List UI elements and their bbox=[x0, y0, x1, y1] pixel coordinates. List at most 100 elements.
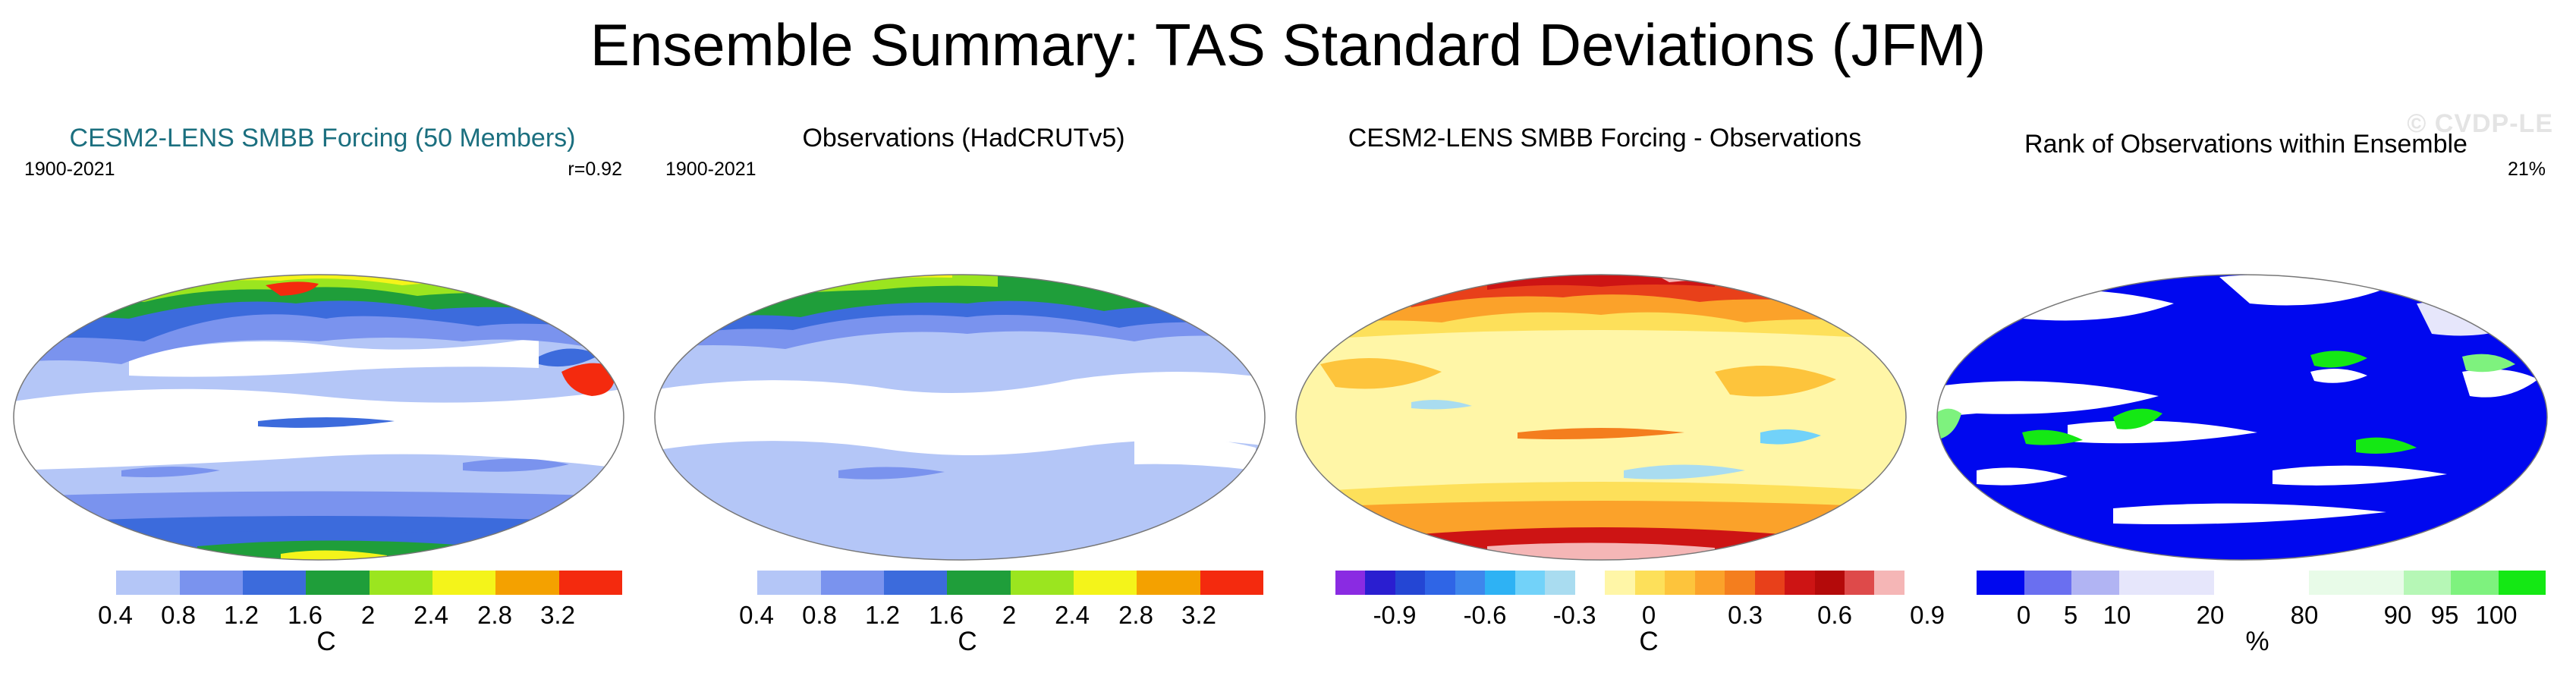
colorbar-cell bbox=[1694, 571, 1725, 595]
difference-map bbox=[1295, 274, 1907, 561]
colorbar-unit: C bbox=[958, 627, 977, 656]
colorbar-tick: 0.8 bbox=[802, 601, 837, 629]
colorbar-cell bbox=[1455, 571, 1486, 595]
colorbar-cell bbox=[883, 571, 948, 595]
colorbar-tick: 2.4 bbox=[1055, 601, 1090, 629]
colorbar-cell bbox=[1010, 571, 1074, 595]
colorbar-tick: 0.4 bbox=[739, 601, 774, 629]
colorbar-cell bbox=[1365, 571, 1395, 595]
colorbar-cell bbox=[1137, 571, 1200, 595]
colorbar-tick: 100 bbox=[2475, 601, 2518, 629]
colorbar-cell bbox=[820, 571, 884, 595]
colorbar-cell bbox=[1665, 571, 1695, 595]
watermark: © CVDP-LE bbox=[2407, 109, 2553, 138]
rank-map bbox=[1936, 274, 2548, 561]
colorbar-cell bbox=[1725, 571, 1755, 595]
colorbar-tick: 0.9 bbox=[1910, 601, 1945, 629]
colorbar-cell bbox=[757, 571, 821, 595]
colorbar-cell bbox=[694, 571, 758, 595]
colorbar-tick: 1.2 bbox=[865, 601, 900, 629]
colorbar-tick: 0 bbox=[2016, 601, 2031, 629]
colorbar-tick: 1.6 bbox=[929, 601, 964, 629]
colorbar-cell bbox=[53, 571, 117, 595]
panel-rank: © CVDP-LE Rank of Observations within En… bbox=[1931, 109, 2561, 675]
colorbar-cell bbox=[2213, 571, 2309, 595]
colorbar-cell bbox=[495, 571, 559, 595]
colorbar-tick: 80 bbox=[2290, 601, 2319, 629]
pattern-correlation: r=0.92 bbox=[568, 159, 622, 180]
colorbar-cell bbox=[2118, 571, 2214, 595]
panel-model-std: CESM2-LENS SMBB Forcing (50 Members) 190… bbox=[8, 114, 637, 675]
colorbar-tick: 2 bbox=[360, 601, 376, 629]
colorbar-cell bbox=[179, 571, 243, 595]
colorbar-cell bbox=[1425, 571, 1455, 595]
colorbar-cell bbox=[1605, 571, 1635, 595]
colorbar-cell bbox=[432, 571, 496, 595]
colorbar-tick: 3.2 bbox=[540, 601, 575, 629]
colorbar-tick: 0.6 bbox=[1817, 601, 1852, 629]
panel-title: Rank of Observations within Ensemble bbox=[2024, 130, 2467, 159]
colorbar-cell bbox=[2024, 571, 2071, 595]
colorbar-tick: 1.6 bbox=[288, 601, 322, 629]
colorbar-cell bbox=[2498, 571, 2546, 595]
colorbar-cell bbox=[1574, 571, 1606, 595]
colorbar-tick: 2.8 bbox=[1118, 601, 1153, 629]
colorbar-tick: 0 bbox=[1641, 601, 1656, 629]
colorbar-tick: 5 bbox=[2063, 601, 2078, 629]
colorbar-cell bbox=[1545, 571, 1575, 595]
colorbar-cell bbox=[1514, 571, 1546, 595]
colorbar bbox=[1977, 571, 2546, 595]
colorbar-cell bbox=[1335, 571, 1366, 595]
colorbar-cell bbox=[1844, 571, 1875, 595]
colorbar-cell bbox=[1977, 571, 2024, 595]
panel-title: Observations (HadCRUTv5) bbox=[802, 124, 1125, 152]
colorbar-tick: 2.4 bbox=[414, 601, 448, 629]
obs-std-map bbox=[654, 274, 1266, 561]
colorbar-tick: 0.3 bbox=[1728, 601, 1763, 629]
colorbar-cell bbox=[242, 571, 307, 595]
colorbar-cell bbox=[1395, 571, 1426, 595]
model-std-map bbox=[13, 274, 624, 561]
colorbar-cell bbox=[947, 571, 1011, 595]
colorbar-cell bbox=[2071, 571, 2119, 595]
colorbar-unit: C bbox=[1639, 627, 1659, 656]
colorbar-cell bbox=[1634, 571, 1665, 595]
colorbar-cell bbox=[1200, 571, 1263, 595]
colorbar-tick: 95 bbox=[2430, 601, 2459, 629]
colorbar-tick: 2.8 bbox=[477, 601, 512, 629]
panel-title: CESM2-LENS SMBB Forcing - Observations bbox=[1348, 124, 1862, 152]
colorbar bbox=[53, 571, 622, 595]
map-background bbox=[1937, 275, 2547, 560]
colorbar bbox=[1335, 571, 1904, 595]
colorbar-tick: 10 bbox=[2103, 601, 2131, 629]
colorbar-tick: 1.2 bbox=[224, 601, 259, 629]
panel-title: CESM2-LENS SMBB Forcing (50 Members) bbox=[69, 124, 576, 152]
colorbar-tick: 20 bbox=[2196, 601, 2225, 629]
colorbar-cell bbox=[2403, 571, 2451, 595]
period-label: 1900-2021 bbox=[24, 159, 115, 180]
colorbar-cell bbox=[1814, 571, 1845, 595]
rank-percentage: 21% bbox=[2507, 159, 2546, 180]
colorbar-tick: 0.8 bbox=[161, 601, 196, 629]
colorbar-cell bbox=[1754, 571, 1785, 595]
colorbar-unit: C bbox=[316, 627, 336, 656]
colorbar-cell bbox=[1073, 571, 1137, 595]
colorbar-tick: 2 bbox=[1002, 601, 1017, 629]
colorbar-tick: 3.2 bbox=[1181, 601, 1216, 629]
colorbar bbox=[694, 571, 1263, 595]
colorbar-tick: -0.6 bbox=[1463, 601, 1507, 629]
colorbar-cell bbox=[2308, 571, 2404, 595]
colorbar-cell bbox=[558, 571, 622, 595]
colorbar-cell bbox=[1874, 571, 1904, 595]
colorbar-tick: -0.9 bbox=[1373, 601, 1417, 629]
colorbar-tick: 90 bbox=[2383, 601, 2412, 629]
figure-title: Ensemble Summary: TAS Standard Deviation… bbox=[590, 11, 1986, 78]
panel-difference: CESM2-LENS SMBB Forcing - Observations bbox=[1290, 114, 1945, 675]
colorbar-tick: 0.4 bbox=[98, 601, 133, 629]
period-label: 1900-2021 bbox=[665, 159, 756, 180]
colorbar-cell bbox=[1485, 571, 1515, 595]
colorbar-tick: -0.3 bbox=[1552, 601, 1596, 629]
colorbar-cell bbox=[306, 571, 370, 595]
colorbar-cell bbox=[116, 571, 180, 595]
colorbar-cell bbox=[1785, 571, 1815, 595]
